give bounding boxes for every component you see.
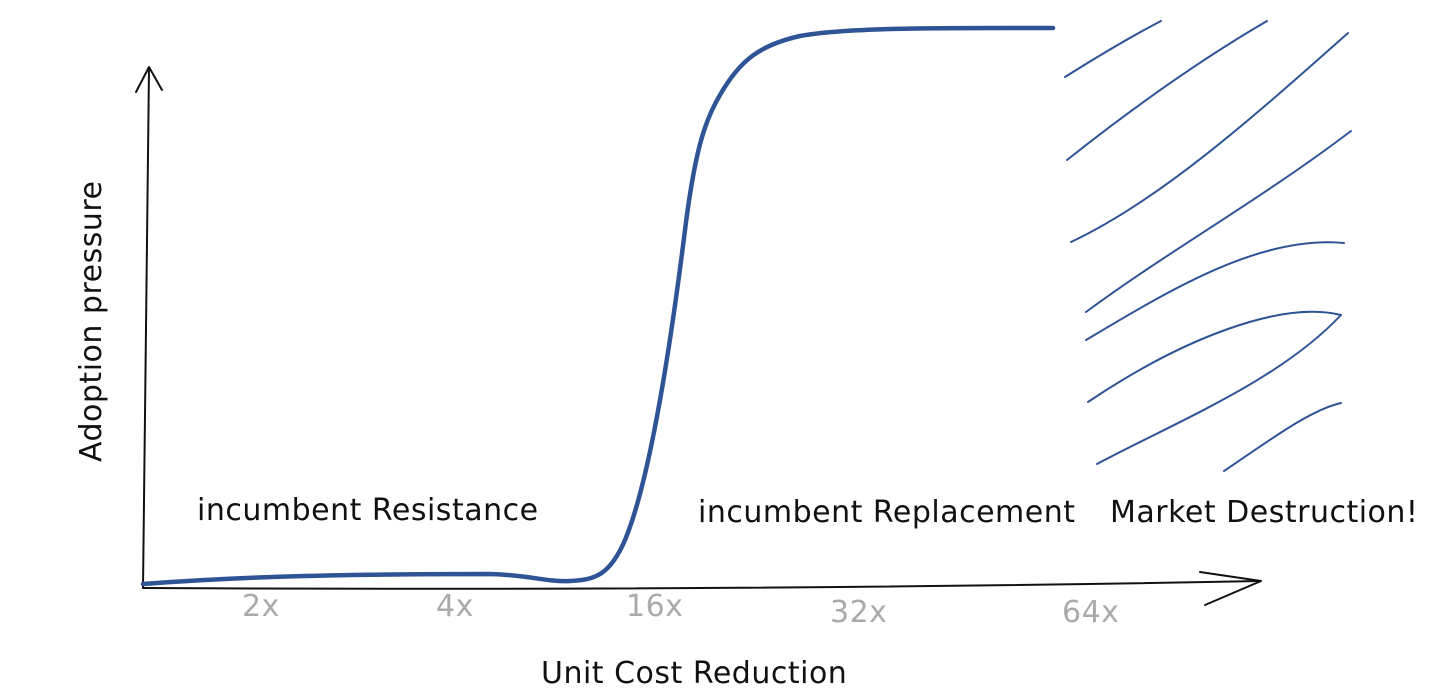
hatch-line: [1085, 241, 1345, 341]
region-label-resistance: incumbent Resistance: [197, 493, 539, 528]
x-tick-label: 32x: [830, 595, 887, 630]
market-destruction-hatching: [1064, 20, 1352, 472]
x-axis-title: Unit Cost Reduction: [541, 656, 847, 691]
region-label-destruction: Market Destruction!: [1110, 495, 1418, 530]
x-tick-labels: 2x 4x 16x 32x 64x: [242, 589, 1119, 630]
x-tick-label: 16x: [626, 589, 683, 624]
hatch-line: [1070, 32, 1349, 243]
y-axis: [142, 67, 150, 589]
x-axis-arrowhead: [1199, 571, 1262, 606]
hatch-line: [1087, 310, 1342, 403]
y-axis-title: Adoption pressure: [74, 180, 109, 462]
hatch-line: [1066, 20, 1268, 161]
hatch-line: [1064, 20, 1162, 78]
hatch-line: [1223, 402, 1342, 472]
x-tick-label: 4x: [436, 589, 474, 624]
adoption-curve: [140, 25, 1056, 587]
x-tick-label: 64x: [1062, 595, 1119, 630]
hatch-line: [1085, 130, 1352, 313]
region-label-replacement: incumbent Replacement: [698, 495, 1076, 530]
hatch-line: [1096, 314, 1342, 465]
x-tick-label: 2x: [242, 589, 280, 624]
y-axis-arrowhead: [135, 66, 163, 93]
x-axis: [142, 580, 1261, 590]
